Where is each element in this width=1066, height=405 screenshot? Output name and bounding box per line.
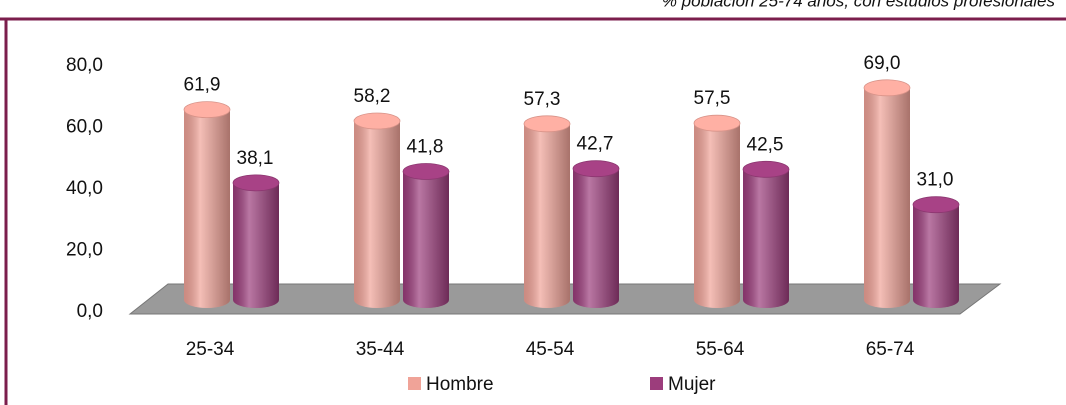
bar (183, 101, 231, 308)
y-tick-label: 40,0 (66, 178, 103, 199)
y-tick-label: 60,0 (66, 117, 103, 138)
bar-top (863, 79, 911, 97)
data-label: 31,0 (917, 170, 954, 191)
bar (232, 174, 280, 308)
bar (693, 114, 741, 308)
x-tick-label: 55-64 (696, 339, 745, 360)
y-tick-label: 20,0 (66, 240, 103, 261)
data-label: 38,1 (237, 148, 274, 169)
bar-shade (233, 182, 279, 308)
bar-top (402, 163, 450, 180)
bar-shade (573, 168, 619, 308)
bar-shade (354, 121, 400, 308)
bar-top (693, 114, 741, 132)
x-tick-label: 65-74 (866, 339, 915, 360)
bar (912, 196, 960, 308)
data-label: 57,3 (524, 89, 561, 110)
data-label: 61,9 (184, 75, 221, 96)
bar-top (572, 160, 620, 178)
data-label: 57,5 (694, 88, 731, 109)
legend-label: Hombre (426, 374, 494, 395)
bar-top (742, 160, 790, 178)
x-tick-label: 25-34 (186, 339, 235, 360)
y-tick-label: 80,0 (66, 55, 103, 76)
bar-top (232, 174, 280, 192)
legend-swatch (408, 377, 421, 390)
y-tick-label: 0,0 (77, 301, 103, 322)
bar-top (523, 115, 571, 133)
x-tick-label: 35-44 (356, 339, 405, 360)
x-tick-label: 45-54 (526, 339, 575, 360)
bar-shade (403, 171, 449, 308)
bar-top (183, 101, 231, 119)
data-label: 69,0 (864, 53, 901, 74)
data-label: 58,2 (354, 86, 391, 107)
bar-shade (184, 109, 230, 308)
legend-swatch (650, 377, 663, 390)
bar-shade (743, 169, 789, 308)
data-label: 42,7 (577, 134, 614, 155)
bar (742, 160, 790, 308)
chart-subtitle: % población 25-74 años, con estudios pro… (662, 0, 1056, 10)
bar-shade (694, 123, 740, 308)
bar-top (912, 196, 960, 214)
bar (863, 79, 911, 308)
legend-label: Mujer (668, 374, 716, 395)
bar (572, 160, 620, 308)
bar-top (353, 112, 401, 130)
data-label: 41,8 (407, 136, 444, 157)
bar (402, 163, 450, 308)
bar (523, 115, 571, 309)
bar-shade (524, 123, 570, 309)
data-label: 42,5 (747, 134, 784, 155)
bar (353, 112, 401, 308)
bar-shade (913, 204, 959, 308)
bar-shade (864, 87, 910, 308)
